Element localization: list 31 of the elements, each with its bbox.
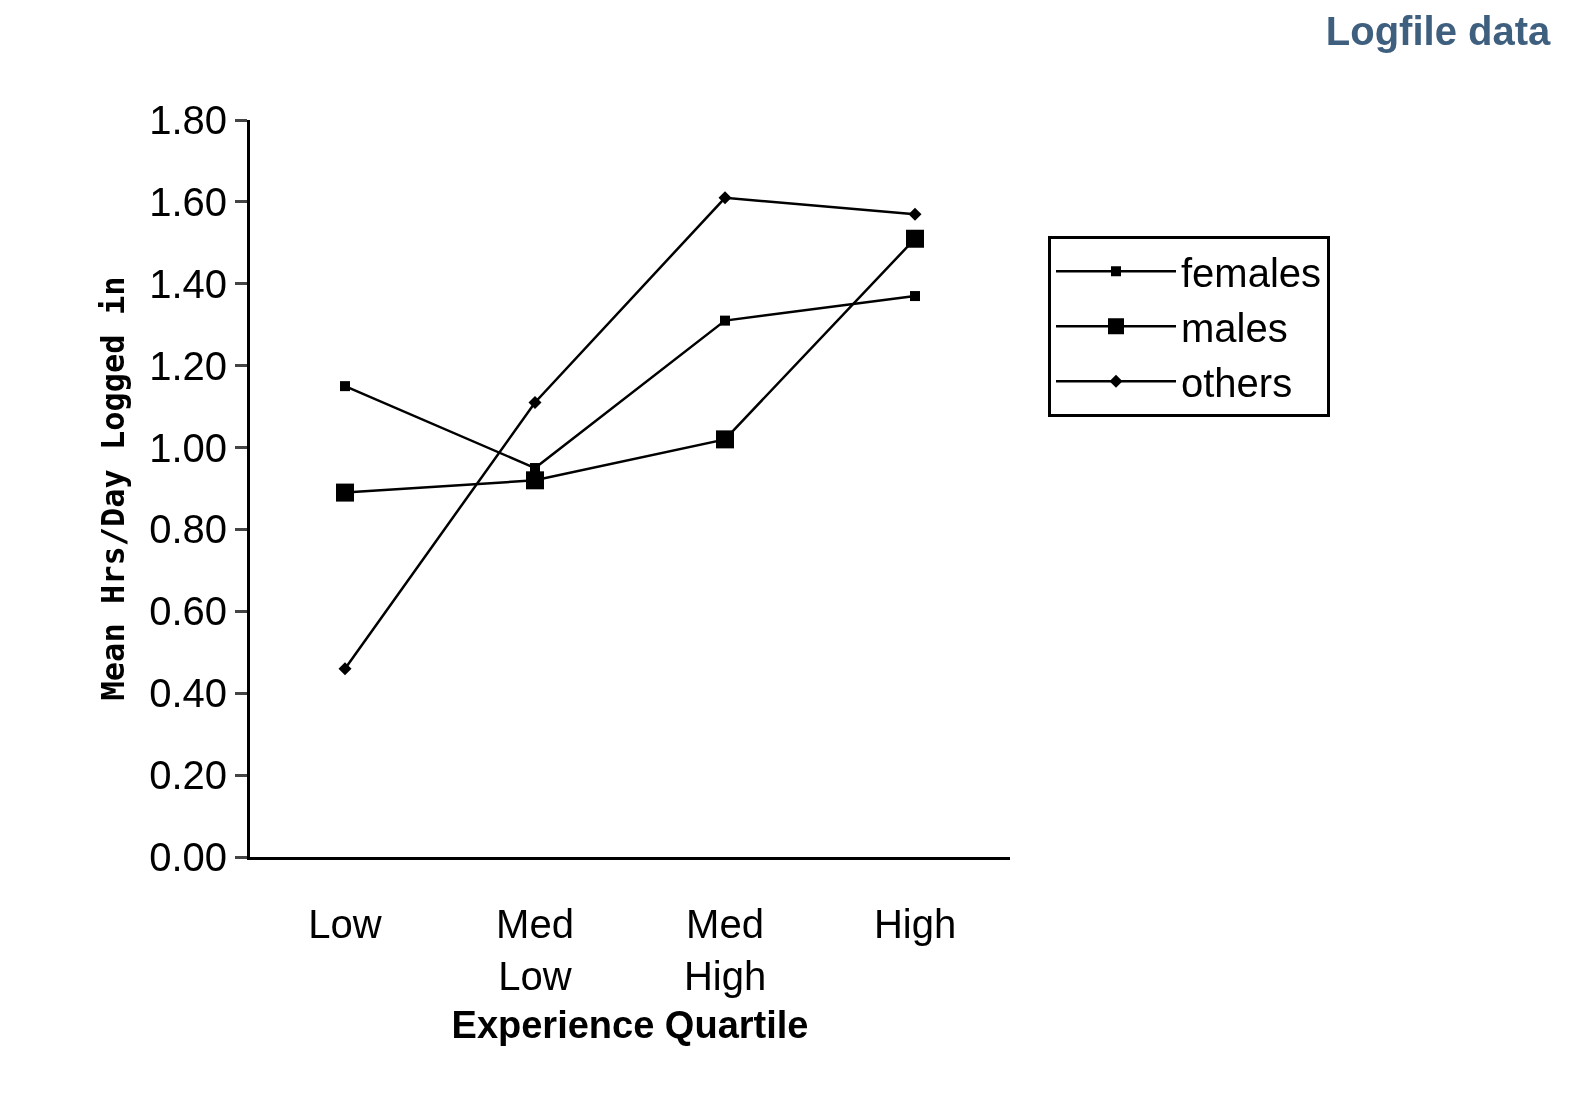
y-tick-label: 0.00: [149, 835, 227, 879]
legend-label: males: [1181, 305, 1288, 350]
point: [338, 662, 352, 676]
point: [716, 430, 734, 449]
text: Logfile data: [1325, 8, 1551, 53]
y-tick-label: 1.80: [149, 98, 227, 142]
point: [718, 191, 732, 205]
x-tick-label: Med High: [683, 902, 767, 998]
y-tick-label: 0.20: [149, 753, 227, 798]
point: [340, 381, 350, 392]
y-axis-title: Mean Hrs/Day Logged in: [94, 276, 133, 701]
y-tick-label: 1.40: [149, 261, 227, 306]
legend-label: others: [1181, 360, 1293, 405]
x-tick-label: Low: [308, 902, 382, 946]
y-tick-label: 0.40: [149, 671, 227, 716]
y-tick-label: 1.60: [149, 179, 227, 224]
point: [720, 315, 730, 326]
y-tick-label: 1.00: [149, 425, 227, 470]
point: [528, 396, 542, 410]
x-tick-label: Med Low: [496, 902, 574, 998]
point: [908, 207, 922, 221]
y-tick-label: 0.80: [149, 507, 227, 552]
y-tick-label: 0.60: [149, 589, 227, 634]
point: [910, 291, 920, 302]
point: [526, 471, 544, 490]
y-tick-label: 1.20: [149, 343, 227, 388]
x-tick-label: High: [873, 902, 957, 946]
x-axis-title: Experience Quartile: [451, 1004, 809, 1047]
point: [906, 229, 924, 248]
point: [336, 483, 354, 502]
legend-label: females: [1181, 250, 1322, 295]
